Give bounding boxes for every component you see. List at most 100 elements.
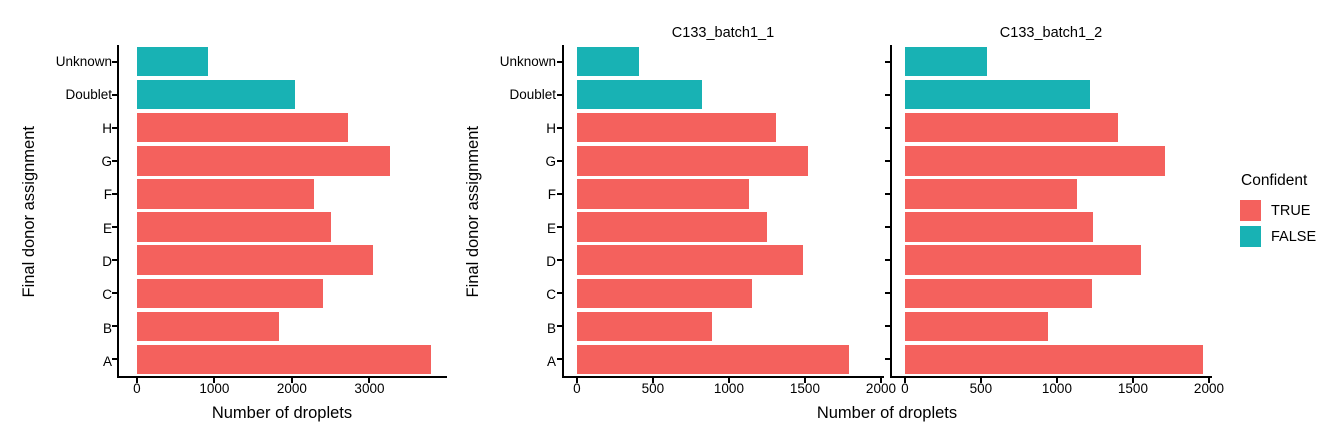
bar-c133-batch1-1-d <box>576 245 804 275</box>
y-axis-title-text: Final donor assignment <box>19 125 38 298</box>
bar-c133-batch1-1-b <box>576 311 713 342</box>
y-tick-mark <box>557 159 562 162</box>
y-tick-label-a: A <box>546 353 556 369</box>
x-tick-mark <box>727 378 730 383</box>
y-tick-mark <box>557 60 562 63</box>
x-tick-label: 1000 <box>199 381 230 396</box>
facet-strip-label: C133_batch1_2 <box>999 25 1103 41</box>
facet-strip-label: C133_batch1_1 <box>671 25 775 41</box>
x-tick-mark <box>903 378 906 383</box>
x-axis-tick-labels-batch1-2: 0 500 1000 1500 2000 <box>892 381 1224 397</box>
y-tick-mark <box>557 126 562 129</box>
bar-c133-batch1-2-g <box>904 146 1165 176</box>
bar-overall-a <box>136 344 432 375</box>
bar-c133-batch1-2-h <box>904 113 1118 143</box>
y-tick-mark <box>112 159 117 162</box>
x-tick-label: 2000 <box>865 381 896 396</box>
bar-c133-batch1-1-h <box>576 113 777 143</box>
y-tick-mark <box>885 226 890 229</box>
x-axis-tick-labels-overall: 0 1000 2000 3000 <box>119 381 447 397</box>
y-tick-mark <box>112 325 117 328</box>
y-tick-mark <box>112 358 117 361</box>
y-tick-mark <box>557 325 562 328</box>
x-tick-label: 2000 <box>276 381 307 396</box>
x-tick-mark <box>575 378 578 383</box>
y-tick-label-unknown: Unknown <box>55 54 112 70</box>
legend-swatch-false <box>1240 226 1261 247</box>
x-tick-label: 0 <box>133 381 141 396</box>
x-tick-mark <box>290 378 293 383</box>
y-tick-mark <box>557 93 562 96</box>
y-tick-mark <box>112 292 117 295</box>
panel-overall <box>112 45 447 383</box>
x-tick-mark <box>879 378 882 383</box>
panel-batch1-1 <box>557 45 884 383</box>
bar-c133-batch1-1-e <box>576 212 767 242</box>
legend-title: Confident <box>1241 172 1308 189</box>
x-tick-label: 0 <box>573 381 581 396</box>
bar-c133-batch1-2-unknown <box>904 46 987 77</box>
x-tick-mark <box>1055 378 1058 383</box>
bar-c133-batch1-1-g <box>576 146 808 176</box>
legend-item-false: FALSE <box>1240 226 1344 247</box>
y-tick-label-unknown: Unknown <box>499 54 556 70</box>
bar-c133-batch1-2-d <box>904 245 1141 275</box>
x-tick-label: 1000 <box>1041 381 1072 396</box>
y-tick-label-b: B <box>102 320 112 336</box>
y-tick-label-h: H <box>546 120 556 136</box>
bar-overall-c <box>136 278 323 308</box>
facet-strip-batch1-2: C133_batch1_2 <box>890 21 1212 45</box>
y-tick-mark <box>112 126 117 129</box>
panel-batch1-2 <box>885 45 1212 383</box>
x-tick-mark <box>1207 378 1210 383</box>
y-tick-label-d: D <box>102 253 112 269</box>
y-tick-mark <box>557 358 562 361</box>
y-tick-label-f: F <box>103 187 112 203</box>
x-axis-title-facets: Number of droplets <box>816 404 958 422</box>
x-tick-mark <box>803 378 806 383</box>
legend: Confident TRUE FALSE <box>1240 172 1344 252</box>
y-tick-label-doublet: Doublet <box>509 87 556 103</box>
x-tick-label: 500 <box>969 381 993 396</box>
y-tick-mark <box>557 259 562 262</box>
y-axis-tick-labels-facets: Unknown Doublet H G F E D C B A <box>484 45 556 378</box>
y-axis-tick-labels-overall: Unknown Doublet H G F E D C B A <box>40 45 112 378</box>
bar-c133-batch1-1-f <box>576 179 749 209</box>
x-tick-label: 1000 <box>713 381 744 396</box>
y-tick-label-d: D <box>546 253 556 269</box>
y-tick-mark <box>885 358 890 361</box>
y-tick-mark <box>885 126 890 129</box>
facet-strip-batch1-1: C133_batch1_1 <box>562 21 884 45</box>
legend-label-false: FALSE <box>1271 228 1317 245</box>
y-tick-mark <box>557 226 562 229</box>
bar-c133-batch1-2-a <box>904 344 1203 375</box>
legend-label-true: TRUE <box>1271 202 1311 219</box>
y-tick-mark <box>885 325 890 328</box>
legend-items: TRUE FALSE <box>1240 200 1344 247</box>
y-tick-label-b: B <box>546 320 556 336</box>
y-tick-label-g: G <box>545 154 556 170</box>
x-tick-mark <box>651 378 654 383</box>
y-axis-title-facets: Final donor assignment <box>462 45 484 378</box>
y-tick-mark <box>557 192 562 195</box>
y-tick-mark <box>112 226 117 229</box>
x-tick-mark <box>213 378 216 383</box>
bar-overall-d <box>136 245 374 275</box>
y-tick-label-doublet: Doublet <box>65 87 112 103</box>
bar-c133-batch1-2-e <box>904 212 1094 242</box>
bar-c133-batch1-2-c <box>904 278 1092 308</box>
bar-overall-b <box>136 311 279 342</box>
x-tick-mark <box>1131 378 1134 383</box>
y-tick-label-h: H <box>102 120 112 136</box>
bar-c133-batch1-2-b <box>904 311 1048 342</box>
y-tick-mark <box>557 292 562 295</box>
bar-overall-h <box>136 113 348 143</box>
x-tick-label: 0 <box>901 381 909 396</box>
legend-item-true: TRUE <box>1240 200 1344 221</box>
y-axis-title-text: Final donor assignment <box>463 125 482 298</box>
bar-overall-unknown <box>136 46 209 77</box>
bar-c133-batch1-2-f <box>904 179 1077 209</box>
x-axis-tick-labels-batch1-1: 0 500 1000 1500 2000 <box>564 381 896 397</box>
y-tick-mark <box>112 192 117 195</box>
